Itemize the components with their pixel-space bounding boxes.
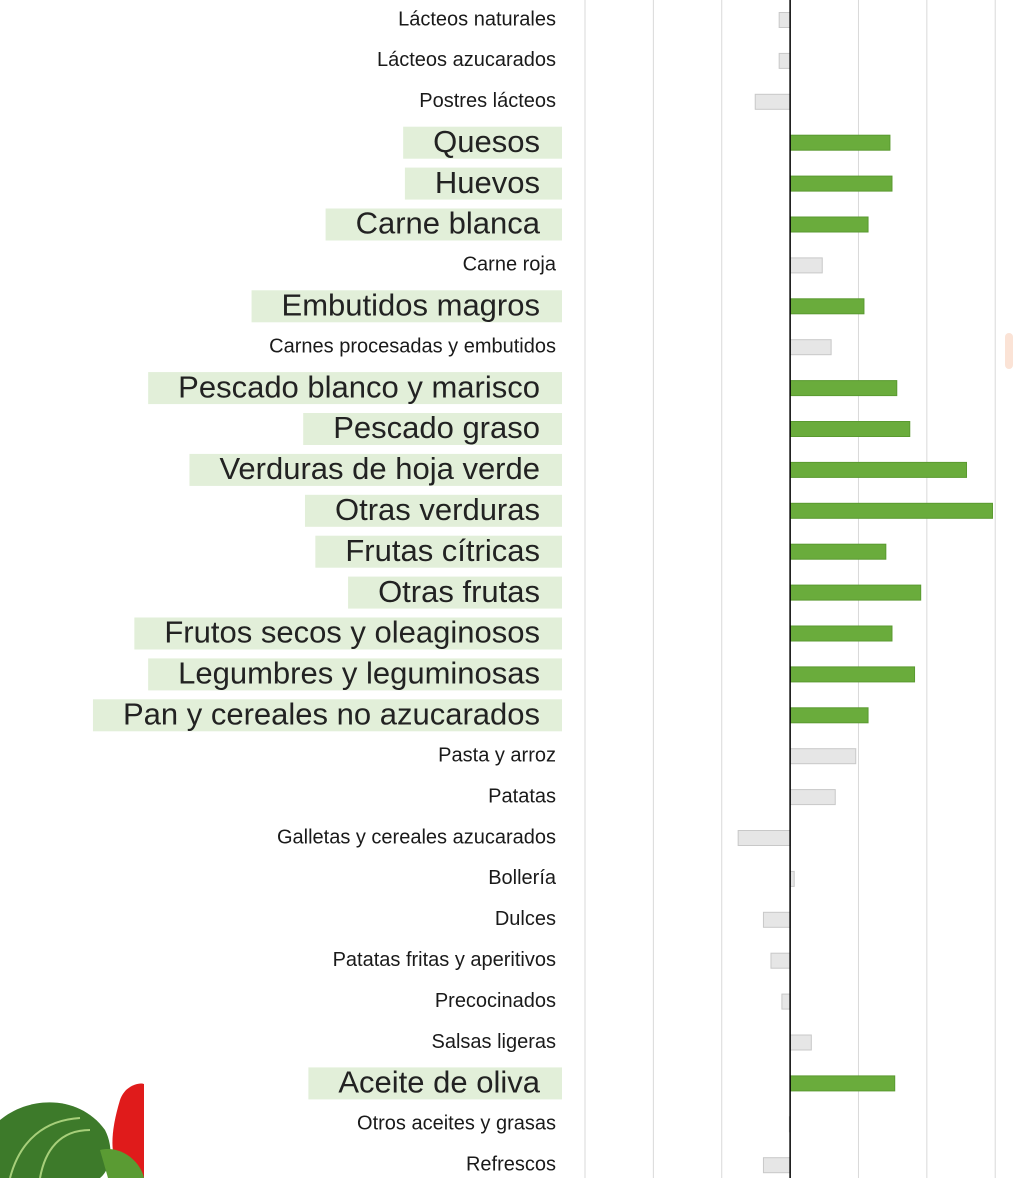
bar [771, 953, 790, 968]
decoration-leaf [0, 1083, 144, 1178]
bar [790, 135, 890, 150]
category-labels: Lácteos naturales Lácteos azucarados Postr… [93, 8, 562, 1175]
bar [790, 381, 897, 396]
category-label: Otros aceites y grasas [357, 1113, 556, 1135]
category-label: Pescado graso [333, 410, 540, 445]
category-label: Pasta y arroz [438, 744, 556, 766]
bar [790, 503, 992, 518]
category-label: Lácteos azucarados [377, 49, 556, 71]
bars [738, 13, 992, 1173]
bar [755, 94, 790, 109]
page: {"chart_data": {"type": "bar", "orientat… [0, 0, 1013, 1178]
category-label: Otras verduras [335, 492, 540, 527]
bar [790, 544, 886, 559]
category-label: Refrescos [466, 1153, 556, 1175]
decoration [1005, 333, 1013, 369]
category-label: Galletas y cereales azucarados [277, 826, 556, 848]
category-label: Verduras de hoja verde [219, 451, 540, 486]
category-label: Carne roja [463, 254, 557, 276]
category-label: Otras frutas [378, 574, 540, 609]
category-label: Aceite de oliva [338, 1065, 540, 1100]
bar [763, 912, 790, 927]
category-label: Pan y cereales no azucarados [123, 696, 540, 731]
bar [779, 13, 790, 28]
category-label: Dulces [495, 908, 556, 930]
bar [790, 790, 835, 805]
bar [790, 462, 966, 477]
category-label: Postres lácteos [419, 90, 556, 112]
bar [790, 340, 831, 355]
category-label: Patatas fritas y aperitivos [333, 949, 556, 971]
bar [790, 667, 914, 682]
category-label: Embutidos magros [282, 287, 540, 322]
category-label: Carne blanca [356, 206, 541, 241]
category-label: Pescado blanco y marisco [178, 369, 540, 404]
bar [790, 1035, 811, 1050]
category-label: Carnes procesadas y embutidos [269, 335, 556, 357]
bar [782, 994, 790, 1009]
bar [790, 299, 864, 314]
bar [790, 708, 868, 723]
category-label: Salsas ligeras [431, 1031, 556, 1053]
bar [790, 1076, 895, 1091]
bar [790, 749, 856, 764]
bar [790, 626, 892, 641]
category-label: Quesos [433, 124, 540, 159]
chart: Lácteos naturales Lácteos azucarados Postr… [0, 0, 1013, 1178]
category-label: Huevos [435, 165, 540, 200]
category-label: Frutos secos y oleaginosos [164, 615, 540, 650]
bar [790, 422, 910, 437]
category-label: Precocinados [435, 990, 556, 1012]
category-label: Legumbres y leguminosas [178, 656, 540, 691]
category-label: Bollería [488, 867, 557, 889]
bar [790, 176, 892, 191]
bar [738, 831, 790, 846]
bar [779, 53, 790, 68]
category-label: Frutas cítricas [345, 533, 540, 568]
bar [763, 1158, 790, 1173]
bar [790, 217, 868, 232]
category-label: Lácteos naturales [398, 8, 556, 30]
category-label: Patatas [488, 785, 556, 807]
bar [790, 258, 822, 273]
bar [790, 585, 921, 600]
